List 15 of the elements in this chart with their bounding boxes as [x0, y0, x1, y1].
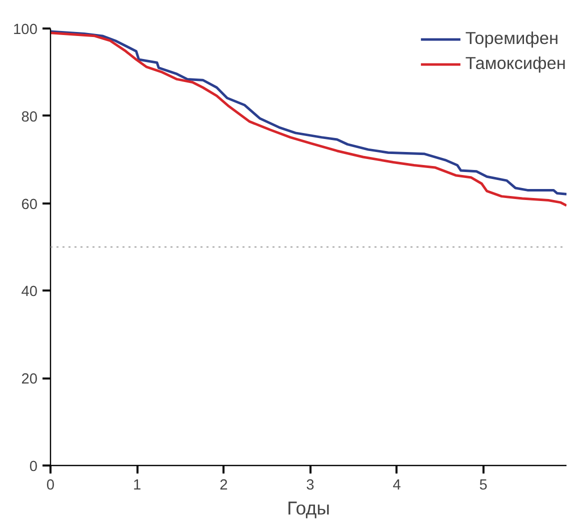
x-tick-label: 2	[220, 478, 228, 494]
y-tick-label: 60	[21, 196, 38, 213]
x-axis-title: Годы	[286, 498, 330, 518]
y-tick-label: 0	[29, 459, 38, 475]
x-tick-label: 1	[133, 478, 142, 494]
x-tick-label: 0	[46, 478, 55, 494]
x-tick-label: 4	[392, 478, 401, 494]
y-tick-label: 100	[13, 22, 38, 38]
y-tick-label: 20	[21, 372, 38, 388]
x-tick-label: 5	[479, 478, 488, 494]
y-tick-label: 80	[21, 109, 38, 126]
legend-label: Тамоксифен	[465, 53, 566, 74]
legend-label: Торемифен	[465, 28, 559, 49]
x-tick-label: 3	[306, 478, 314, 494]
y-tick-label: 40	[21, 284, 38, 300]
